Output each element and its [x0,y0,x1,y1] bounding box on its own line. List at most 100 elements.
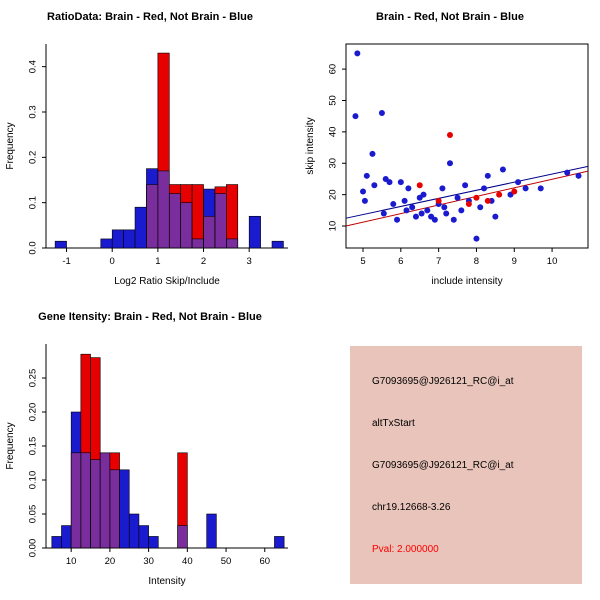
data-point [397,179,404,186]
not-brain-bar [138,525,149,548]
data-point [473,235,480,242]
data-point [473,194,480,201]
data-point [363,172,370,179]
data-point [401,197,408,204]
not-brain-bar [100,238,113,248]
svg-text:7: 7 [436,256,441,267]
data-point [418,210,425,217]
data-point [386,179,393,186]
overlap-bar [90,459,101,548]
histogram-bars [51,353,285,549]
panel-intensity-scatter: Brain - Red, Not Brain - Blue 5 6 7 8 9 10 10 20… [300,0,600,300]
data-point [511,188,518,195]
data-point [458,207,465,214]
not-brain-bar [135,207,147,248]
gene-info-box: G7093695@J926121_RC@i_at altTxStart G709… [350,346,582,584]
brain-bar [226,184,238,248]
data-point [352,113,359,120]
data-point [416,182,423,189]
not-brain-bar [112,229,124,248]
svg-text:0: 0 [110,256,115,267]
svg-text:0.25: 0.25 [28,369,39,388]
data-point [537,185,544,192]
svg-text:0.15: 0.15 [28,437,39,456]
svg-text:0.4: 0.4 [28,60,39,73]
svg-text:30: 30 [328,158,339,169]
data-point [492,213,499,220]
data-point [515,179,522,186]
probe-id-text: G7093695@J926121_RC@i_at [372,375,514,387]
not-brain-bar [129,514,139,548]
not-brain-bar [148,536,159,548]
data-point [446,160,453,167]
svg-text:10: 10 [547,256,558,267]
svg-text:Log2 Ratio Skip/Include: Log2 Ratio Skip/Include [114,276,220,287]
svg-text:2: 2 [201,256,206,267]
intensity-scatter-chart: Brain - Red, Not Brain - Blue 5 6 7 8 9 10 10 20… [305,11,589,287]
overlap-bar [203,216,215,248]
fit-brain-line [345,170,589,227]
data-point [361,197,368,204]
data-point [496,191,503,198]
gene-id-text: G7093695@J926121_RC@i_at [372,459,514,471]
svg-text:0.20: 0.20 [28,403,39,422]
svg-text:30: 30 [143,556,154,567]
overlap-bar [157,170,170,248]
data-point [380,210,387,217]
data-point [484,172,491,179]
gene-intensity-histogram-chart: Gene Itensity: Brain - Red, Not Brain - … [5,311,288,587]
data-point [394,216,401,223]
data-point [454,194,461,201]
overlap-bar [192,238,204,248]
data-point [499,166,506,173]
brain-bar [177,452,188,548]
svg-text:0.3: 0.3 [28,105,39,118]
svg-text:Intensity: Intensity [148,576,185,587]
overlap-bar [226,238,238,248]
overlap-bar [109,469,120,548]
overlap-bar [80,452,91,548]
svg-text:include intensity: include intensity [431,276,502,287]
svg-text:10: 10 [66,556,77,567]
data-point [443,210,450,217]
data-point [405,185,412,192]
data-point [435,197,442,204]
data-point [378,110,385,117]
svg-text:Frequency: Frequency [5,422,16,469]
data-point [462,182,469,189]
svg-text:Frequency: Frequency [5,122,16,169]
svg-text:10: 10 [328,221,339,232]
svg-text:0.0: 0.0 [28,241,39,254]
svg-text:Brain - Red, Not Brain - Blue: Brain - Red, Not Brain - Blue [376,11,524,23]
svg-text:6: 6 [398,256,403,267]
data-point [450,216,457,223]
overlap-bar [146,184,158,248]
svg-text:RatioData: Brain - Red, Not Br: RatioData: Brain - Red, Not Brain - Blue [47,11,253,23]
histogram-bars [54,52,284,249]
data-point [481,185,488,192]
data-point [354,50,361,57]
not-brain-bar [51,536,62,548]
event-type-text: altTxStart [372,417,415,429]
panel-ratio-histogram: RatioData: Brain - Red, Not Brain - Blue… [0,0,300,300]
svg-text:60: 60 [259,556,270,567]
svg-text:50: 50 [221,556,232,567]
panel-gene-intensity-histogram: Gene Itensity: Brain - Red, Not Brain - … [0,300,300,600]
svg-text:0.05: 0.05 [28,505,39,524]
svg-text:0.10: 0.10 [28,471,39,490]
data-point [412,213,419,220]
data-point [564,169,571,176]
brain-bar [192,184,204,248]
not-brain-bar [123,229,136,248]
data-point [431,216,438,223]
brain-bar [80,354,91,548]
data-point [439,185,446,192]
fit-not-brain-line [345,165,589,219]
svg-text:60: 60 [328,64,339,75]
brain-points [416,132,518,208]
svg-text:0.1: 0.1 [28,196,39,209]
svg-text:0.00: 0.00 [28,539,39,558]
chromosome-location-text: chr19.12668-3.26 [372,501,451,513]
ratio-histogram-chart: RatioData: Brain - Red, Not Brain - Blue… [5,11,288,287]
